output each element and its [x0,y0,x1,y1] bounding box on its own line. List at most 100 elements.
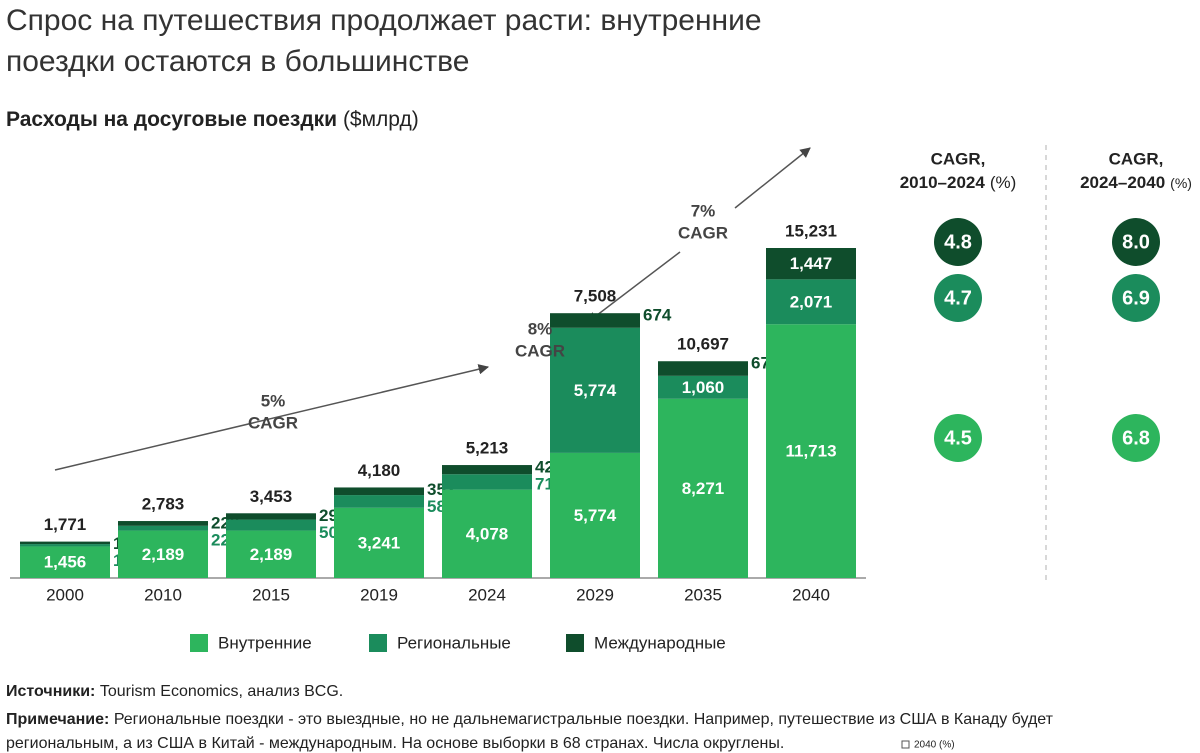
value-label: 674 [643,306,672,325]
legend-label: Международные [594,633,726,652]
annotation: CAGR [248,413,298,432]
legend-label: Внутренние [218,633,312,652]
total-label: 5,213 [466,439,509,458]
bar-segment [334,487,424,496]
x-tick-label: 2040 [792,585,830,604]
bar-segment [118,521,208,526]
cagr-circle [934,414,982,462]
bar-segment [550,452,640,578]
total-label: 1,771 [44,515,87,534]
legend-swatch [566,634,584,652]
value-label: 1,447 [790,254,833,273]
cagr-circle [1112,274,1160,322]
sources-label: Источники: [6,683,95,700]
note-mark: 2040 (%) [914,740,955,751]
arrow [734,147,811,209]
note-mark-box [901,740,910,749]
value-label: 1,060 [682,378,725,397]
total-label: 15,231 [785,221,837,240]
cagr-circle [934,218,982,266]
value-label: 8,271 [682,479,725,498]
table-header: 2024–2040 (%) [1080,173,1192,192]
x-tick-label: 2019 [360,585,398,604]
value-label: 2,189 [250,545,293,564]
table-header-unit: (%) [1170,175,1192,191]
arrow [587,251,681,323]
annotation: 5% [261,391,286,410]
table-header-period: 2024–2040 [1080,173,1165,192]
total-label: 2,783 [142,495,185,514]
arrow [54,364,490,471]
cagr-circle [1112,218,1160,266]
bar-segment [20,541,110,545]
cagr-value: 8.0 [1122,231,1150,253]
bar-segment [442,474,532,490]
value-label: 5,774 [574,506,617,525]
table-header: CAGR, [931,149,986,168]
bar-segment [766,248,856,280]
cagr-value: 4.5 [944,427,972,449]
note-line: региональным, а из США в Китай - междуна… [6,735,784,752]
bar-segment [766,324,856,578]
bar-segment [334,495,424,508]
cagr-value: 4.8 [944,231,972,253]
legend-swatch [369,634,387,652]
table-header-unit: (%) [990,173,1016,192]
cagr-value: 4.7 [944,287,972,309]
table-header: 2010–2024 (%) [900,173,1017,192]
bar-segment [766,279,856,325]
cagr-circle [1112,414,1160,462]
bar-segment [226,513,316,520]
bar-segment [658,398,748,578]
note-label: Примечание: [6,711,109,728]
value-label: 3,241 [358,533,401,552]
annotation: CAGR [515,341,565,360]
bar-segment [226,530,316,578]
cagr-circle [934,274,982,322]
x-tick-label: 2029 [576,585,614,604]
annotation: CAGR [678,223,728,242]
cagr-value: 6.8 [1122,427,1150,449]
total-label: 7,508 [574,287,617,306]
bar-segment [334,507,424,578]
total-label: 3,453 [250,487,293,506]
note: Примечание: Региональные поездки - это в… [6,711,1054,728]
bar-segment [20,544,110,547]
value-label: 4,078 [466,524,509,543]
bar-segment [20,546,110,578]
bar-segment [550,327,640,453]
x-tick-label: 2024 [468,585,506,604]
table-header-period: 2010–2024 [900,173,986,192]
value-label: 1,456 [44,553,87,572]
bar-segment [226,519,316,531]
total-label: 4,180 [358,461,401,480]
bar-segment [442,489,532,578]
sources: Источники: Tourism Economics, анализ BCG… [6,683,343,700]
x-tick-label: 2035 [684,585,722,604]
bar-segment [658,375,748,399]
annotation: 8% [528,319,553,338]
x-tick-label: 2015 [252,585,290,604]
x-tick-label: 2000 [46,585,84,604]
subtitle-text: Расходы на досуговые поездки [6,108,337,131]
legend-swatch [190,634,208,652]
total-label: 10,697 [677,335,729,354]
annotation: 7% [691,201,716,220]
x-tick-label: 2010 [144,585,182,604]
bar-segment [118,525,208,531]
value-label: 11,713 [785,442,836,461]
legend-label: Региональные [397,633,511,652]
subtitle-unit: ($млрд) [343,108,419,131]
chart-title: Спрос на путешествия продолжает расти: в… [6,4,762,78]
value-label: 2,071 [790,292,833,311]
bar-segment [550,313,640,328]
bar-segment [442,465,532,475]
note-line: Региональные поездки - это выездные, но … [114,711,1054,728]
subtitle: Расходы на досуговые поездки ($млрд) [6,108,419,131]
table-header: CAGR, [1109,149,1164,168]
cagr-value: 6.9 [1122,287,1150,309]
value-label: 2,189 [142,545,185,564]
bar-segment [658,361,748,376]
